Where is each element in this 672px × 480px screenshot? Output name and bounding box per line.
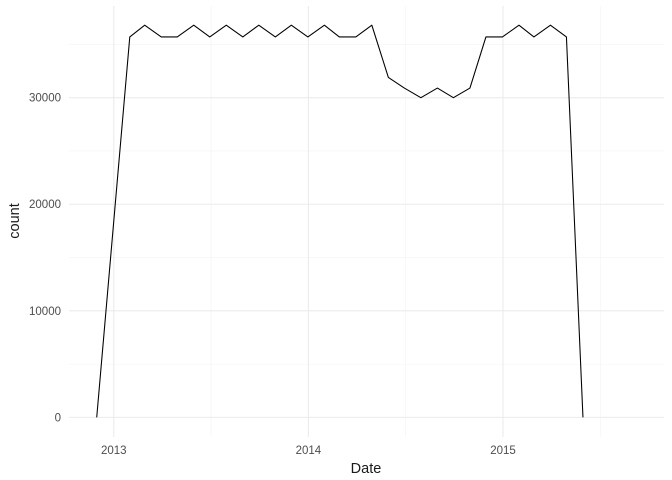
x-tick-label: 2014 (296, 445, 322, 457)
y-axis-title: count (7, 203, 23, 238)
y-axis-ticks: 0 10000 20000 30000 (29, 93, 61, 425)
major-gridlines (69, 6, 664, 437)
x-axis-title: Date (351, 461, 382, 477)
series-line (96, 24, 584, 418)
y-tick-label: 10000 (29, 306, 61, 318)
minor-gridlines (69, 6, 664, 437)
y-tick-label: 30000 (29, 93, 61, 105)
y-tick-label: 20000 (29, 199, 61, 211)
x-axis-ticks: 2013 2014 2015 (101, 445, 516, 457)
x-tick-label: 2015 (490, 445, 516, 457)
y-tick-label: 0 (55, 412, 61, 424)
x-tick-label: 2013 (101, 445, 127, 457)
series-layer (96, 24, 584, 418)
